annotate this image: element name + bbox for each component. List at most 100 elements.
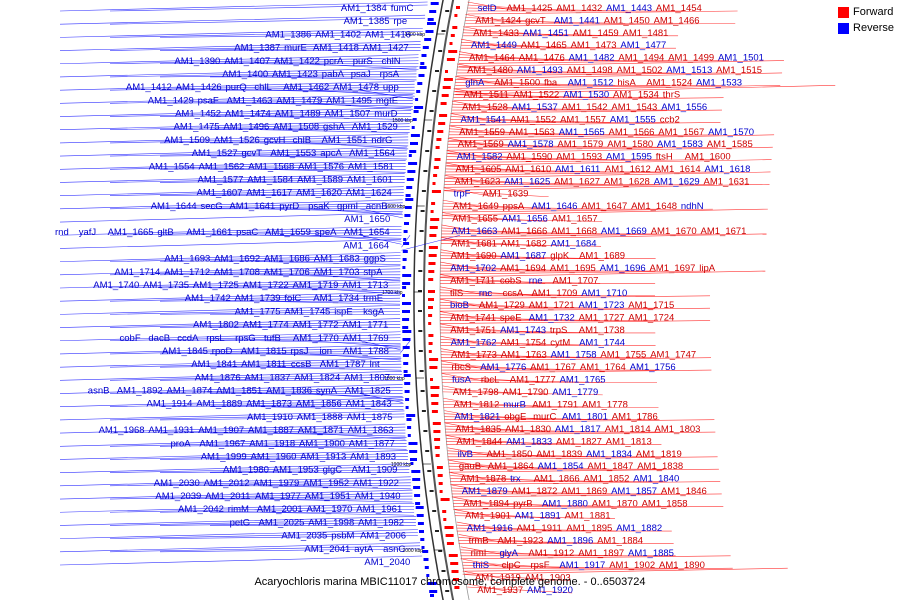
gene-connector <box>451 106 612 111</box>
gene-connector <box>455 84 726 89</box>
gene-label: AM1_1856 <box>296 399 342 410</box>
gene-feature <box>419 230 424 232</box>
gene-feature <box>442 86 451 89</box>
gene-feature <box>430 218 440 221</box>
gene-label: pyrB <box>513 498 533 509</box>
gene-label: AM1_1892 <box>117 386 163 397</box>
gene-connector <box>109 321 401 328</box>
gene-feature <box>427 130 432 132</box>
gene-connector <box>109 57 419 65</box>
gene-label: trmB <box>469 536 489 547</box>
gene-connector <box>467 7 628 12</box>
gene-feature <box>410 134 420 137</box>
gene-label: petG <box>230 517 251 528</box>
legend: Forward Reverse <box>838 6 894 38</box>
gene-feature <box>419 66 427 69</box>
gene-label: AM1_1891 <box>515 511 561 522</box>
gene-label: upp <box>383 82 399 93</box>
gene-connector <box>444 181 605 185</box>
gene-label: dacB <box>148 333 170 344</box>
gene-label: AM1_1407 <box>224 56 270 67</box>
gene-feature <box>428 270 435 273</box>
gene-connector <box>446 159 717 163</box>
gene-label: AM1_1692 <box>214 254 260 265</box>
gene-connector <box>59 107 412 117</box>
gene-feature <box>435 454 440 457</box>
gene-feature <box>412 478 421 481</box>
gene-connector <box>109 374 402 381</box>
gene-label: AM1_1980 <box>223 465 269 476</box>
gene-connector <box>109 334 401 342</box>
gene-label: AM1_1775 <box>235 306 281 317</box>
gene-feature <box>406 414 416 417</box>
gene-label: AM1_1864 <box>488 461 534 472</box>
gene-label: trx <box>510 474 521 485</box>
gene-connector <box>159 456 408 460</box>
gene-connector <box>446 156 607 160</box>
gene-feature <box>410 462 414 465</box>
gene-connector <box>447 146 718 151</box>
gene-feature <box>425 30 434 33</box>
gene-label: AM1_1900 <box>299 438 345 449</box>
gene-connector <box>451 493 722 498</box>
gene-feature <box>415 502 421 505</box>
gene-connector <box>59 120 410 131</box>
gene-label: gpmI <box>337 201 358 212</box>
gene-label: AM1_1669 <box>601 226 647 237</box>
gene-label: AM1_1721 <box>529 300 575 311</box>
gene-feature <box>444 526 454 529</box>
gene-label: AM1_1874 <box>167 386 213 397</box>
gene-label: clpC <box>502 560 521 571</box>
gene-feature <box>402 258 407 261</box>
gene-label: AM1_1600 <box>685 152 731 163</box>
gene-connector <box>441 233 767 241</box>
gene-label: AM1_1424 <box>475 15 521 26</box>
gene-connector <box>447 143 608 148</box>
gene-label: AM1_1563 <box>509 127 555 138</box>
gene-label: obgE <box>504 412 526 423</box>
gene-label: AM1_1774 <box>243 320 289 331</box>
gene-label: AM1_1528 <box>462 102 508 113</box>
gene-connector <box>109 413 405 421</box>
gene-label: speA <box>315 227 337 238</box>
gene-feature <box>428 314 433 317</box>
gene-label: AM1_1846 <box>661 486 707 497</box>
gene-connector <box>462 567 733 572</box>
gene-connector <box>109 4 428 12</box>
gene-label: AM1_1888 <box>297 412 343 423</box>
gene-label: AM1_1977 <box>255 491 301 502</box>
gene-label: rbcS <box>451 362 471 373</box>
gene-label: mgtE <box>376 95 398 106</box>
gene-label: AM1_1847 <box>587 461 633 472</box>
map-caption: Acaryochloris marina MBIC11017 chromosom… <box>254 576 646 588</box>
gene-feature <box>402 286 407 289</box>
gene-label: AM1_1663 <box>452 226 498 237</box>
gene-connector <box>455 84 836 95</box>
gene-label: trpF <box>454 189 471 200</box>
gene-label: AM1_1665 <box>108 227 154 238</box>
gene-label: AM1_1873 <box>246 399 292 410</box>
gene-connector <box>444 178 550 185</box>
gene-label: ndhN <box>681 201 704 212</box>
gene-label: AM1_1537 <box>512 102 558 113</box>
gene-label: selD <box>478 3 497 14</box>
gene-feature <box>428 322 432 325</box>
gene-label: AM1_1454 <box>656 3 702 14</box>
gene-connector <box>442 388 548 396</box>
gene-connector <box>59 146 407 157</box>
gene-connector <box>442 391 603 396</box>
gene-label: AM1_1654 <box>344 227 390 238</box>
gene-label: AM1_1433 <box>473 28 519 39</box>
gene-label: AM1_2040 <box>364 557 410 568</box>
gene-feature <box>429 10 437 13</box>
gene-connector <box>109 426 406 434</box>
gene-connector <box>59 265 401 276</box>
gene-feature <box>428 298 434 301</box>
gene-label: AM1_1786 <box>612 412 658 423</box>
gene-connector <box>159 522 416 526</box>
gene-connector <box>447 140 553 148</box>
gene-label: AM1_1979 <box>253 478 299 489</box>
gene-label: chlL <box>254 82 271 93</box>
gene-label: AM1_2025 <box>259 517 305 528</box>
gene-label: AM1_1452 <box>175 109 221 120</box>
